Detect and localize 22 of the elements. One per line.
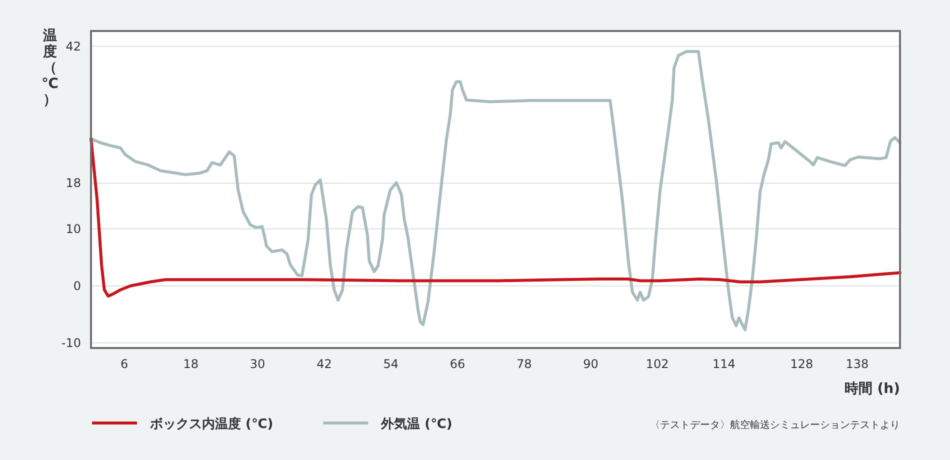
x-tick-label: 54 xyxy=(383,357,398,371)
x-tick-label: 78 xyxy=(516,357,532,371)
x-tick-label: 66 xyxy=(450,357,466,371)
y-tick-label: -10 xyxy=(61,336,81,350)
text: 〈テストデータ〉航空輸送シミュレーションテストより xyxy=(650,419,900,431)
x-tick-label: 42 xyxy=(316,357,332,371)
x-tick-label: 138 xyxy=(846,357,869,371)
x-tick-label: 102 xyxy=(646,357,669,371)
y-tick-label: 18 xyxy=(66,176,81,190)
y-tick-label: 42 xyxy=(66,39,81,54)
x-tick-label: 114 xyxy=(712,357,736,371)
x-tick-label: 6 xyxy=(120,357,128,371)
x-tick-label: 30 xyxy=(250,357,266,371)
x-tick-label: 128 xyxy=(790,357,814,371)
y-tick-label: 10 xyxy=(66,222,81,236)
y-tick-label: 0 xyxy=(73,278,81,293)
x-tick-label: 90 xyxy=(583,357,598,371)
x-axis-title: 時間 (h) xyxy=(844,381,900,397)
legend-label: 外気温 (℃) xyxy=(380,417,452,432)
y-axis-title: 温度（℃） xyxy=(42,28,59,108)
x-tick-label: 18 xyxy=(183,357,199,371)
legend-label: ボックス内温度 (℃) xyxy=(149,416,274,432)
